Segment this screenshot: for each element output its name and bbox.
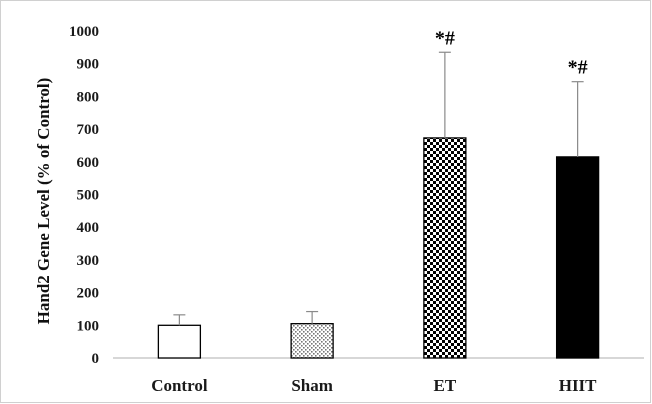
y-tick-label: 600 <box>77 155 100 171</box>
y-tick-label: 900 <box>77 57 100 73</box>
bar-sham <box>290 323 334 359</box>
significance-annotation: *# <box>435 27 455 49</box>
y-tick-label: 800 <box>77 89 100 105</box>
y-tick-label: 0 <box>92 351 100 367</box>
y-tick-label: 700 <box>77 122 100 138</box>
x-tick-label: Sham <box>291 376 333 395</box>
y-axis-label: Hand2 Gene Level (% of Control) <box>34 78 53 325</box>
bar-control <box>157 324 202 359</box>
bar-hiit <box>555 156 600 359</box>
bars <box>157 51 600 359</box>
labels: Control Sham ET *# HIIT *# <box>151 27 597 395</box>
x-tick-label: HIIT <box>559 376 597 395</box>
y-tick-label: 1000 <box>69 24 99 40</box>
y-tick-label: 300 <box>77 253 100 269</box>
significance-annotation: *# <box>568 57 588 79</box>
x-tick-label: Control <box>151 376 208 395</box>
y-tick-label: 100 <box>77 318 100 334</box>
y-tick-label: 500 <box>77 188 100 204</box>
y-tick-label: 400 <box>77 220 100 236</box>
axes: 0 100 200 300 400 500 600 700 800 900 1000 <box>69 24 644 367</box>
bar-et <box>423 137 467 359</box>
x-tick-label: ET <box>434 376 457 395</box>
y-tick-label: 200 <box>77 286 100 302</box>
